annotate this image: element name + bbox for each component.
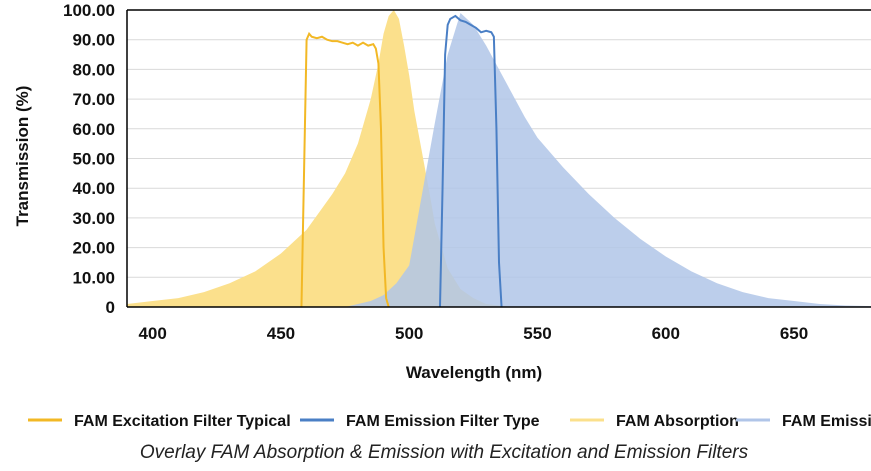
y-tick-label: 10.00 <box>72 268 115 287</box>
legend-label: FAM Absorption <box>616 413 739 430</box>
y-tick-label: 100.00 <box>63 1 115 20</box>
chart-caption: Overlay FAM Absorption & Emission with E… <box>140 442 749 463</box>
y-tick-label: 30.00 <box>72 209 115 228</box>
area-fam-emission <box>345 12 871 307</box>
y-tick-label: 80.00 <box>72 60 115 79</box>
x-tick-label: 450 <box>267 324 295 343</box>
line-fam-excitation-filter-typical <box>300 31 390 308</box>
legend-label: FAM Excitation Filter Typical <box>74 413 291 430</box>
x-tick-labels: 400 450 500 550 600 650 <box>138 324 808 343</box>
legend: FAM Excitation Filter Typical FAM Emissio… <box>28 413 871 430</box>
axes <box>126 9 871 308</box>
x-tick-label: 500 <box>395 324 423 343</box>
y-tick-label: 70.00 <box>72 90 115 109</box>
x-tick-label: 550 <box>523 324 551 343</box>
y-tick-labels: 0 10.00 20.00 30.00 40.00 50.00 60.00 70.00 80.0… <box>63 1 115 317</box>
x-tick-label: 400 <box>138 324 166 343</box>
line-fam-emission-filter-type <box>438 14 503 308</box>
x-axis-label: Wavelength (nm) <box>406 363 542 382</box>
y-axis-label: Transmission (%) <box>13 86 32 227</box>
x-tick-label: 600 <box>652 324 680 343</box>
x-tick-label: 650 <box>780 324 808 343</box>
area-series <box>127 10 871 307</box>
y-tick-label: 20.00 <box>72 239 115 258</box>
y-tick-label: 60.00 <box>72 120 115 139</box>
legend-label: FAM Emission Filter Type <box>346 413 540 430</box>
y-tick-label: 90.00 <box>72 31 115 50</box>
legend-label: FAM Emission <box>782 413 871 430</box>
line-series <box>300 14 503 308</box>
y-tick-label: 50.00 <box>72 150 115 169</box>
y-tick-label: 0 <box>106 298 115 317</box>
y-tick-label: 40.00 <box>72 179 115 198</box>
